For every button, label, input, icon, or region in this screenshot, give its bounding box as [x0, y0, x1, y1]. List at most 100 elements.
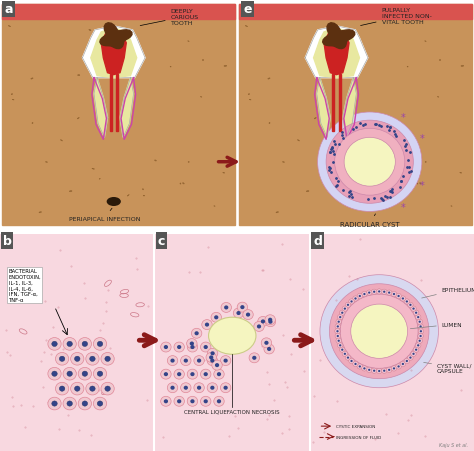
Polygon shape [317, 78, 330, 138]
Ellipse shape [425, 41, 426, 42]
Circle shape [402, 363, 404, 365]
Circle shape [355, 298, 356, 300]
Circle shape [97, 371, 103, 377]
Circle shape [223, 386, 228, 390]
Ellipse shape [353, 118, 355, 119]
Circle shape [415, 315, 421, 320]
Circle shape [376, 289, 382, 295]
Circle shape [265, 317, 275, 327]
Ellipse shape [99, 179, 100, 180]
Text: PERIAPICAL INFECTION: PERIAPICAL INFECTION [69, 209, 140, 221]
Circle shape [177, 373, 182, 376]
Circle shape [48, 338, 61, 350]
Circle shape [337, 321, 340, 323]
Circle shape [217, 400, 221, 404]
Ellipse shape [188, 41, 189, 42]
Circle shape [264, 341, 269, 345]
Circle shape [167, 356, 178, 366]
Circle shape [376, 368, 382, 374]
Circle shape [417, 338, 422, 344]
Circle shape [67, 401, 73, 406]
Polygon shape [343, 78, 356, 138]
Circle shape [339, 347, 345, 353]
Text: e: e [243, 4, 252, 16]
Circle shape [336, 338, 341, 344]
Circle shape [93, 338, 107, 350]
Polygon shape [239, 5, 472, 226]
Circle shape [357, 294, 363, 299]
Circle shape [337, 335, 339, 337]
Circle shape [339, 310, 345, 316]
Circle shape [257, 325, 261, 329]
Circle shape [67, 371, 73, 377]
Circle shape [335, 129, 405, 196]
Circle shape [417, 319, 422, 325]
Circle shape [345, 303, 351, 308]
Circle shape [417, 316, 419, 318]
Ellipse shape [92, 169, 94, 170]
Circle shape [101, 353, 114, 365]
Ellipse shape [8, 27, 10, 28]
Circle shape [161, 369, 171, 379]
Circle shape [97, 401, 103, 406]
Circle shape [93, 397, 107, 410]
Ellipse shape [379, 189, 381, 190]
Circle shape [347, 357, 349, 359]
Circle shape [161, 396, 171, 406]
Circle shape [386, 290, 392, 295]
Circle shape [71, 382, 84, 395]
Circle shape [339, 316, 341, 318]
Polygon shape [94, 78, 108, 138]
Circle shape [368, 292, 370, 294]
Text: b: b [3, 235, 11, 248]
Circle shape [383, 370, 385, 372]
Circle shape [246, 313, 250, 317]
Circle shape [177, 400, 182, 404]
Text: a: a [4, 4, 13, 16]
Ellipse shape [276, 212, 279, 213]
Polygon shape [0, 235, 154, 451]
Ellipse shape [283, 162, 284, 163]
Circle shape [337, 340, 340, 342]
Circle shape [48, 397, 61, 410]
Polygon shape [154, 235, 310, 451]
Ellipse shape [127, 195, 129, 197]
Circle shape [344, 138, 395, 187]
Polygon shape [324, 31, 349, 75]
Circle shape [388, 292, 390, 294]
Circle shape [353, 362, 358, 367]
Text: *: * [420, 180, 425, 191]
Text: EPITHELIUM: EPITHELIUM [422, 287, 474, 299]
Circle shape [406, 301, 408, 303]
Circle shape [187, 342, 198, 352]
Ellipse shape [419, 183, 421, 184]
Circle shape [203, 373, 208, 376]
Circle shape [82, 371, 88, 377]
Text: PULPALLY
INFECTED NON-
VITAL TOOTH: PULPALLY INFECTED NON- VITAL TOOTH [361, 8, 431, 27]
Circle shape [397, 295, 400, 297]
Circle shape [396, 364, 401, 369]
Ellipse shape [107, 198, 121, 207]
Circle shape [345, 355, 351, 360]
Circle shape [221, 303, 231, 313]
Polygon shape [314, 29, 359, 78]
Polygon shape [109, 74, 112, 132]
Circle shape [237, 311, 241, 315]
Circle shape [339, 345, 341, 347]
Text: DEEPLY
CARIOUS
TOOTH: DEEPLY CARIOUS TOOTH [140, 9, 199, 27]
Circle shape [220, 356, 231, 366]
Circle shape [412, 308, 415, 310]
Ellipse shape [329, 169, 331, 170]
Circle shape [211, 313, 221, 322]
Circle shape [71, 353, 84, 365]
Circle shape [202, 320, 212, 330]
Circle shape [74, 386, 80, 391]
Circle shape [326, 121, 413, 204]
Circle shape [378, 370, 380, 372]
Circle shape [203, 400, 208, 404]
Circle shape [382, 290, 387, 295]
Circle shape [350, 360, 353, 362]
Ellipse shape [425, 162, 426, 163]
Circle shape [93, 368, 107, 380]
Ellipse shape [89, 30, 91, 32]
